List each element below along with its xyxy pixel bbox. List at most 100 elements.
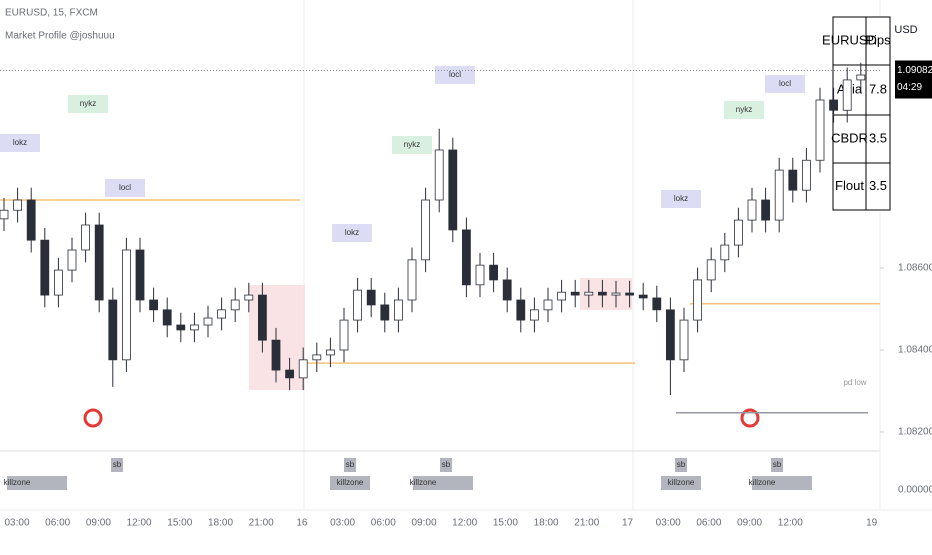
candle-body (0, 209, 9, 220)
lower-label: killzone (749, 478, 776, 487)
candle-body (162, 309, 172, 326)
x-tick-label: 09:00 (86, 518, 111, 529)
lower-label-box (344, 458, 356, 472)
candle-body (176, 324, 186, 331)
annotation-box (68, 95, 108, 113)
currency[interactable]: USD (894, 24, 917, 36)
table-cell: Flout (835, 178, 864, 193)
candle-body (407, 259, 417, 301)
event-icon[interactable] (740, 408, 760, 428)
candle-body (679, 319, 689, 361)
x-tick-label: 09:00 (411, 518, 436, 529)
x-tick-label: 17 (622, 518, 634, 529)
candle-body (502, 279, 512, 301)
candle-body (543, 299, 553, 311)
lower-label: sb (677, 460, 686, 469)
candle-body (570, 291, 580, 296)
candle-body (557, 291, 566, 301)
annotation-box (661, 190, 701, 208)
candle-body (598, 291, 607, 296)
candle-body (461, 229, 471, 286)
candle-body (489, 264, 499, 281)
x-tick-label: 18:00 (208, 518, 233, 529)
candle-body (638, 294, 648, 299)
candle-body (189, 324, 199, 331)
annotation: locl (779, 79, 791, 88)
annotation-box (765, 75, 805, 93)
candle-body (530, 309, 539, 321)
candle-body (54, 269, 63, 296)
lower-label: killzone (668, 478, 695, 487)
lower-label: sb (442, 460, 451, 469)
candle-body (774, 169, 784, 221)
candle-body (230, 299, 240, 311)
candle-body (747, 199, 757, 221)
candle-body (26, 199, 36, 241)
candle-body (40, 239, 50, 296)
annotation: lokz (674, 194, 688, 203)
table-frame (832, 16, 891, 211)
x-tick-label: 09:00 (737, 518, 762, 529)
table-cell: 7.8 (869, 81, 887, 96)
candle-body (720, 244, 730, 261)
annotation: nykz (404, 140, 420, 149)
candle-body (625, 292, 634, 296)
candle-body (285, 369, 295, 379)
annotation: nykz (80, 99, 96, 108)
annotation: nykz (736, 105, 752, 114)
lower-label: killzone (337, 478, 364, 487)
lower-label-box (675, 458, 687, 472)
x-tick-label: 15:00 (167, 518, 192, 529)
candle-body (81, 224, 90, 251)
candle-body (734, 219, 743, 246)
lower-label-box (752, 476, 812, 490)
lower-tick-label: 0.00000 (898, 485, 932, 496)
candle-body (666, 309, 675, 361)
x-tick-label: 03:00 (656, 518, 681, 529)
candle-body (13, 199, 23, 211)
candle-body (366, 289, 376, 306)
candle-body (353, 289, 363, 321)
candle-body (584, 291, 594, 296)
lower-label-box (771, 458, 783, 472)
annotation-box (105, 179, 145, 197)
x-tick-label: 12:00 (452, 518, 477, 529)
candle-body (244, 294, 254, 301)
x-tick-label: 16 (296, 518, 308, 529)
session-box (249, 285, 305, 390)
candle-body (475, 264, 485, 286)
candle-body (611, 292, 621, 296)
candle-body (149, 299, 159, 311)
table-cell: 3.5 (869, 130, 887, 145)
table-cell: 3.5 (869, 178, 887, 193)
lower-label-box (661, 476, 701, 490)
annotation-box (392, 136, 432, 154)
annotation: pd low (843, 378, 866, 387)
lower-label-box (413, 476, 473, 490)
candle-body (815, 99, 825, 161)
countdown: 04:29 (897, 82, 922, 93)
candle-body (693, 279, 702, 321)
x-tick-label: 12:00 (778, 518, 803, 529)
annotation-box (332, 224, 372, 242)
candle-body (217, 309, 227, 319)
candle-body (339, 319, 349, 351)
candle-body (829, 99, 838, 111)
lower-label: killzone (410, 478, 437, 487)
annotation-box (724, 101, 764, 119)
lower-label: sb (773, 460, 782, 469)
lower-label: sb (346, 460, 355, 469)
event-icon[interactable] (83, 408, 103, 428)
table-cell: CBDR (831, 130, 868, 145)
lower-label-box (111, 458, 123, 472)
candle-body (706, 259, 716, 281)
candle-body (802, 159, 811, 191)
candle-body (856, 74, 866, 81)
annotations: lokz nykz locl lokz nykz locl lokz nykz locl pd l… (0, 66, 867, 490)
table-cell: Pips (865, 32, 891, 47)
candle-body (298, 359, 308, 379)
indicator-title: Market Profile @joshuuu (5, 31, 115, 42)
candle-body (135, 249, 145, 301)
